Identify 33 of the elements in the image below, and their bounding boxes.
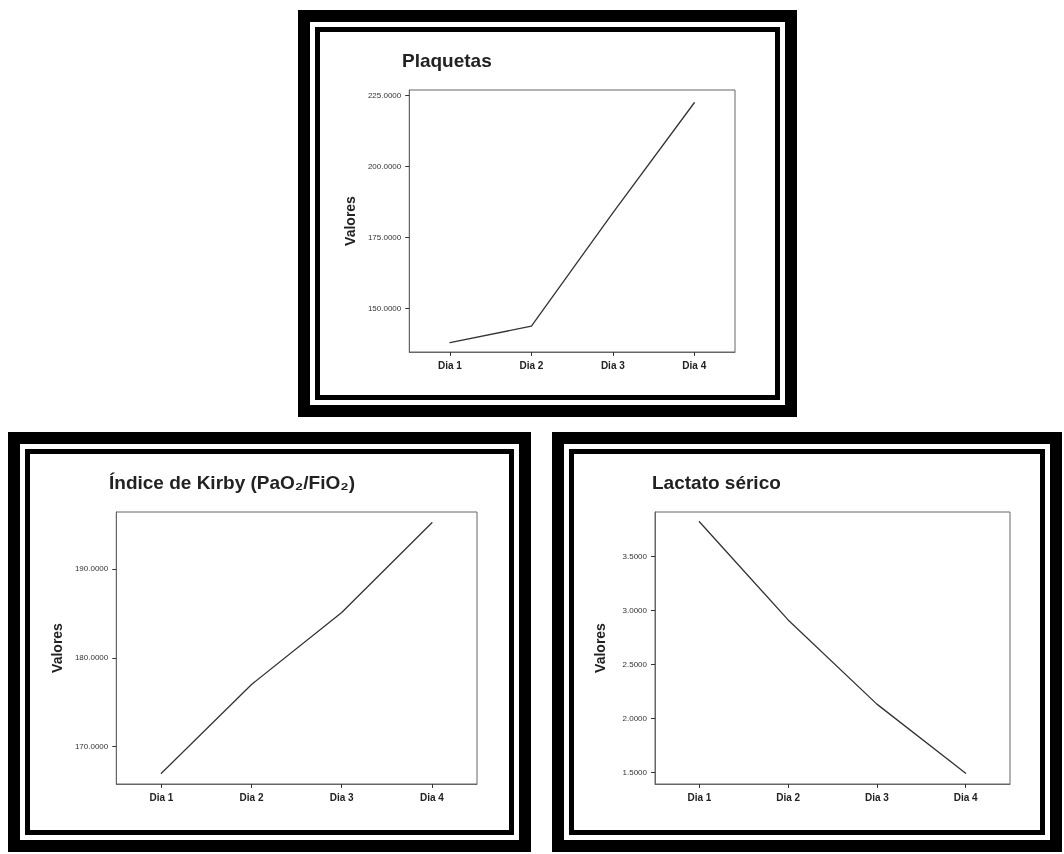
x-tick-label: Dia 2: [519, 359, 544, 371]
y-axis-title: Valores: [49, 622, 65, 673]
line-series: [160, 522, 433, 774]
x-tick-label: Dia 1: [438, 359, 463, 371]
x-tick-label: Dia 3: [600, 359, 626, 371]
y-tick-label: 180.0000: [74, 653, 109, 663]
y-tick-label: 190.0000: [74, 564, 109, 574]
y-axis-title: Valores: [592, 622, 608, 673]
chart-title: Lactato sérico: [652, 472, 781, 493]
y-tick-label: 175.0000: [367, 232, 402, 242]
chart-title: Plaquetas: [402, 50, 492, 71]
x-tick-label: Dia 4: [682, 359, 707, 371]
y-tick-label: 2.5000: [622, 659, 648, 669]
line-series: [449, 102, 695, 344]
chart-title: Índice de Kirby (PaO₂/FiO₂): [109, 472, 355, 493]
y-tick-label: 3.5000: [622, 551, 648, 561]
x-tick-label: Dia 3: [864, 791, 890, 803]
y-tick-label: 170.0000: [74, 742, 109, 752]
y-tick-label: 3.0000: [622, 605, 648, 615]
y-tick-label: 225.0000: [367, 91, 402, 101]
x-tick-label: Dia 2: [239, 791, 264, 803]
x-tick-label: Dia 3: [329, 791, 355, 803]
x-tick-label: Dia 4: [419, 791, 445, 803]
x-tick-label: Dia 2: [776, 791, 801, 803]
x-tick-label: Dia 1: [149, 791, 174, 803]
y-tick-label: 2.0000: [622, 713, 648, 723]
x-tick-label: Dia 4: [953, 791, 979, 803]
line-series: [698, 521, 967, 774]
x-tick-label: Dia 1: [687, 791, 712, 803]
y-tick-label: 200.0000: [367, 162, 402, 172]
y-tick-label: 1.5000: [622, 767, 648, 777]
y-axis-title: Valores: [342, 195, 358, 246]
y-tick-label: 150.0000: [367, 303, 402, 313]
